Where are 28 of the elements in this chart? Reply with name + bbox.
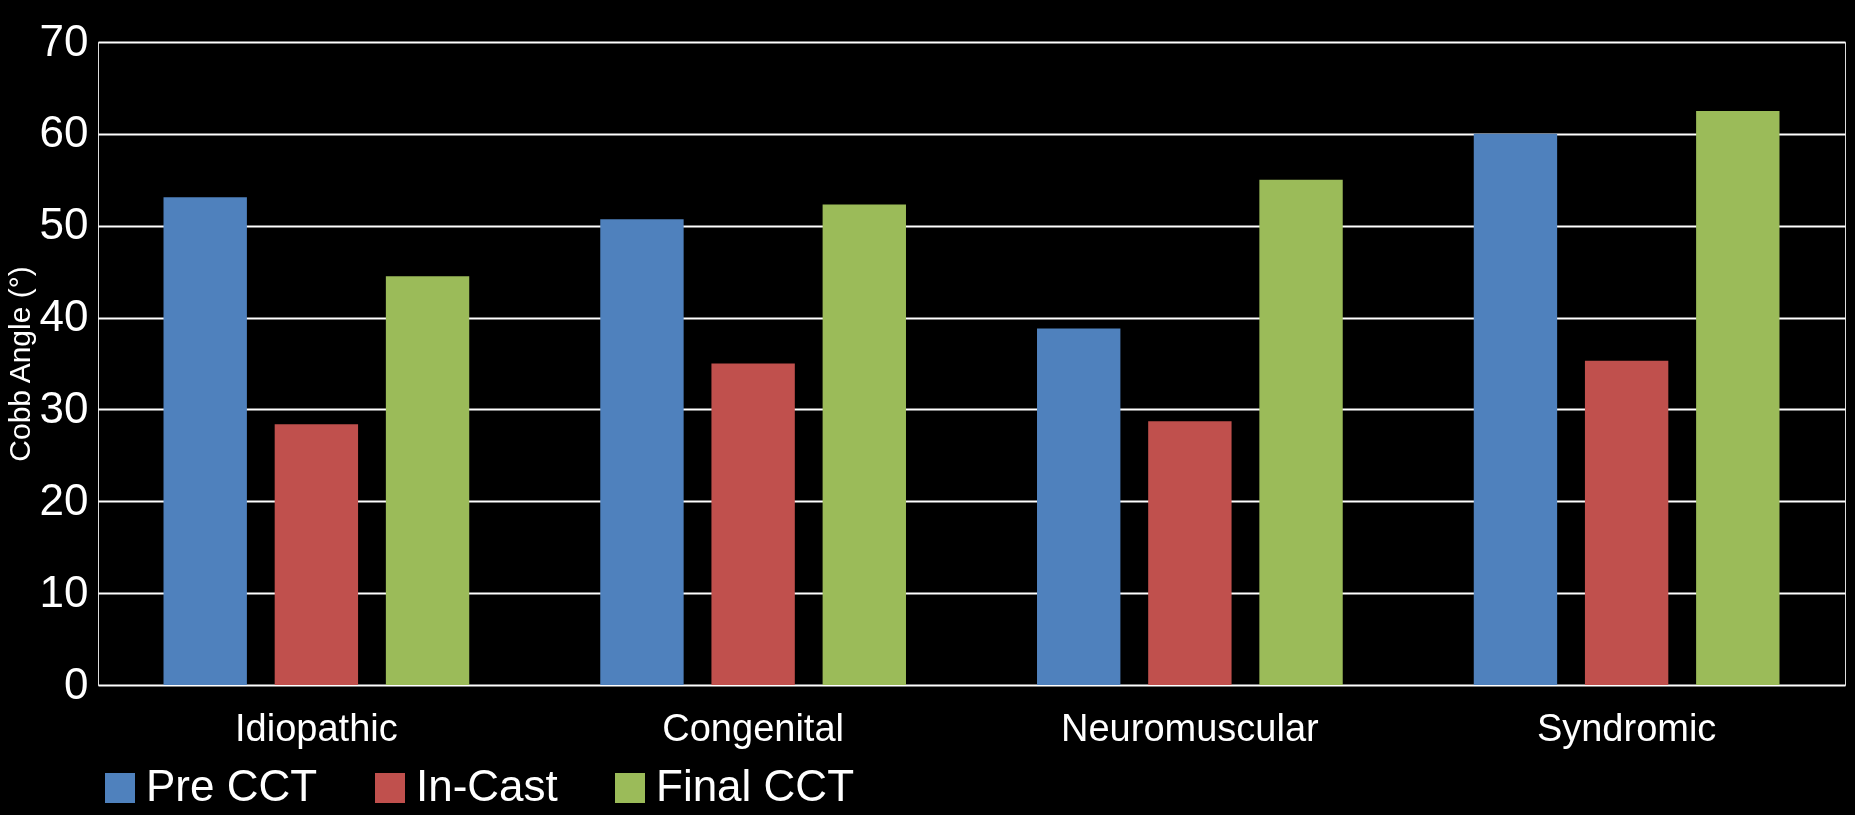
y-tick-label: 20	[39, 474, 89, 524]
x-tick-label: Congenital	[662, 706, 844, 749]
legend-label: In-Cast	[416, 761, 558, 810]
legend-label: Pre CCT	[146, 761, 318, 810]
bar	[600, 219, 684, 685]
bar	[1037, 328, 1121, 685]
y-tick-label: 60	[39, 107, 89, 157]
y-tick-label: 50	[39, 199, 89, 249]
bar	[1148, 421, 1232, 685]
bar	[1584, 360, 1669, 685]
bar	[1473, 133, 1558, 685]
bar	[1696, 110, 1780, 685]
bar	[274, 424, 359, 685]
y-axis-title: Cobb Angle (°)	[2, 266, 36, 462]
bar	[711, 363, 795, 685]
x-tick-label: Syndromic	[1536, 706, 1717, 749]
x-tick-label: Idiopathic	[235, 706, 398, 749]
y-tick-label: 70	[39, 15, 89, 65]
y-tick-label: 40	[39, 291, 89, 341]
legend-label: Final CCT	[656, 761, 855, 810]
bar	[385, 276, 470, 685]
y-tick-label: 10	[39, 566, 89, 616]
bar	[822, 204, 906, 685]
bar	[1259, 179, 1343, 685]
y-tick-label: 0	[64, 658, 89, 708]
bar	[163, 197, 247, 685]
x-tick-label: Neuromuscular	[1061, 706, 1320, 749]
y-tick-label: 30	[39, 382, 89, 432]
